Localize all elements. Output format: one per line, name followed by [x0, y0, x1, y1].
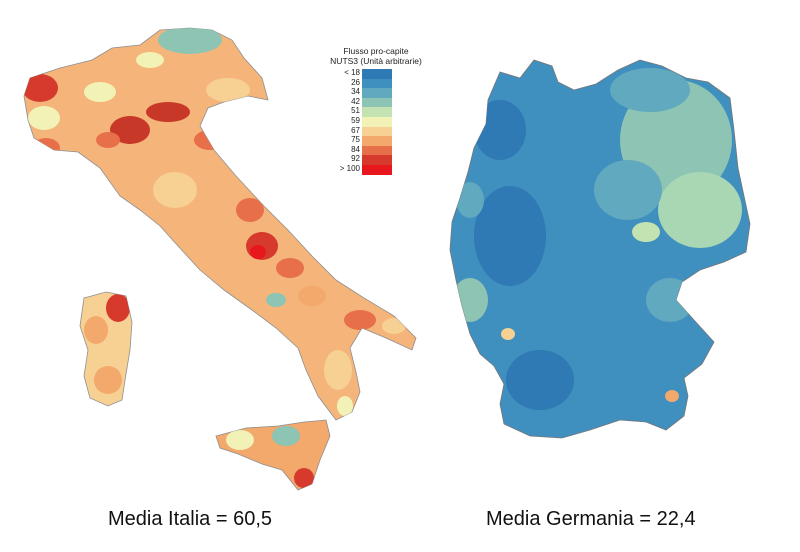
- region-blob: [28, 106, 60, 130]
- region-blob: [294, 468, 314, 488]
- region-blob: [658, 172, 742, 248]
- region-blob: [110, 116, 150, 144]
- germany-map: [449, 59, 751, 439]
- legend-swatch: [362, 164, 392, 175]
- region-blob: [136, 52, 164, 68]
- region-blob: [266, 293, 286, 307]
- legend-swatch: [362, 126, 392, 137]
- legend-item: 92: [330, 154, 422, 165]
- region-blob: [194, 130, 226, 150]
- region-blob: [272, 426, 300, 446]
- legend-label: 67: [351, 125, 360, 135]
- legend-item: 67: [330, 125, 422, 137]
- italy-average-caption: Media Italia = 60,5: [108, 508, 272, 530]
- region-blob: [84, 316, 108, 344]
- region-blob: [506, 350, 574, 410]
- legend-item: 26: [330, 77, 422, 89]
- legend-label: 34: [351, 87, 360, 97]
- region-blob: [250, 245, 266, 259]
- region-blob: [96, 132, 120, 148]
- region-blob: [153, 172, 197, 208]
- map-legend: Flusso pro-capite NUTS3 (Unità arbitrari…: [330, 46, 422, 175]
- legend-swatch: [362, 145, 392, 156]
- region-blob: [146, 102, 190, 122]
- legend-item: < 18: [330, 68, 422, 79]
- region-blob: [582, 362, 658, 418]
- region-blob: [337, 396, 353, 416]
- legend-swatch: [362, 136, 392, 146]
- region-blob: [474, 100, 526, 160]
- germany-average-caption: Media Germania = 22,4: [486, 508, 696, 530]
- legend-item: 42: [330, 96, 422, 108]
- legend-item: 75: [330, 135, 422, 146]
- region-blob: [610, 68, 690, 112]
- italy-map: [23, 27, 417, 491]
- region-blob: [665, 390, 679, 402]
- legend-swatch: [362, 155, 392, 165]
- legend-swatch: [362, 88, 392, 98]
- region-blob: [298, 286, 326, 306]
- region-blob: [456, 182, 484, 218]
- legend-swatch: [362, 107, 392, 117]
- legend-label: 84: [351, 144, 360, 154]
- legend-label: < 18: [344, 68, 360, 77]
- region-blob: [94, 366, 122, 394]
- region-blob: [646, 278, 694, 322]
- region-blob: [324, 350, 352, 390]
- region-blob: [276, 258, 304, 278]
- legend-swatch: [362, 69, 392, 79]
- legend-label: 92: [351, 154, 360, 164]
- legend-swatch: [362, 97, 392, 108]
- region-blob: [452, 278, 488, 322]
- legend-swatch: [362, 78, 392, 89]
- legend-title-line1: Flusso pro-capite: [343, 46, 409, 56]
- region-blob: [226, 430, 254, 450]
- region-blob: [206, 78, 250, 102]
- legend-label: 42: [351, 96, 360, 106]
- legend-item: > 100: [330, 163, 422, 175]
- region-blob: [594, 160, 662, 220]
- legend-scale: < 18 26 34 42 51 59 67 75 84 92 > 100: [330, 68, 422, 175]
- legend-item: 59: [330, 115, 422, 127]
- legend-swatch: [362, 116, 392, 127]
- legend-item: 51: [330, 106, 422, 117]
- region-blob: [24, 74, 58, 102]
- region-blob: [501, 328, 515, 340]
- legend-item: 34: [330, 87, 422, 98]
- region-blob: [106, 294, 130, 322]
- region-blob: [32, 138, 60, 158]
- legend-label: 26: [351, 77, 360, 87]
- legend-label: 75: [351, 135, 360, 145]
- region-blob: [344, 310, 376, 330]
- region-blob: [158, 28, 222, 54]
- region-blob: [84, 82, 116, 102]
- legend-title-line2: NUTS3 (Unità arbitrarie): [330, 56, 422, 66]
- legend-label: 59: [351, 115, 360, 125]
- region-blob: [236, 198, 264, 222]
- region-blob: [474, 186, 546, 286]
- region-blob: [632, 222, 660, 242]
- legend-label: > 100: [339, 163, 360, 173]
- region-blob: [382, 318, 406, 334]
- legend-item: 84: [330, 144, 422, 156]
- legend-label: 51: [351, 106, 360, 116]
